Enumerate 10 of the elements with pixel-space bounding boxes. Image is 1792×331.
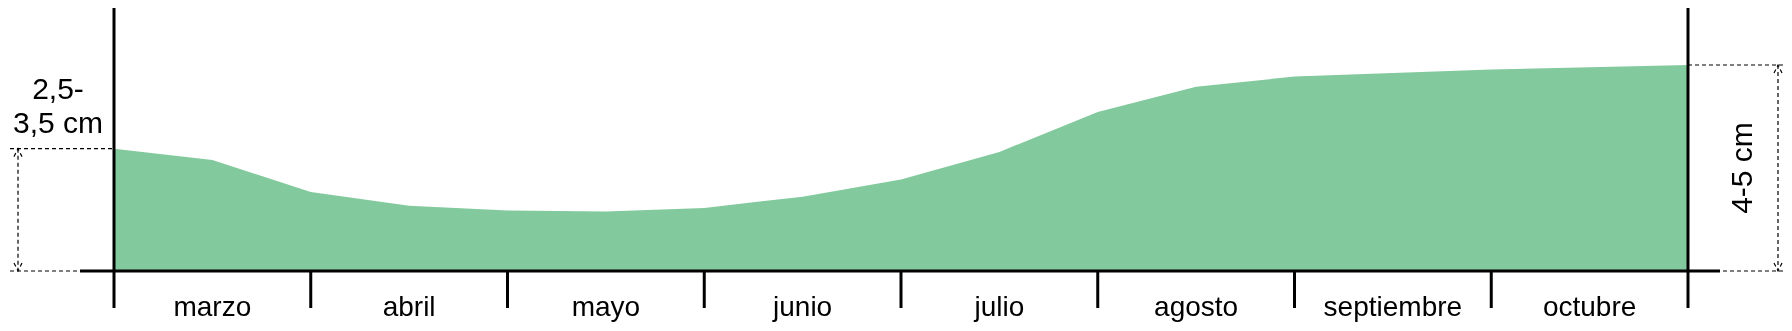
text: 4-5 cm [1724, 122, 1758, 214]
x-tick-label: septiembre [1323, 291, 1463, 322]
x-tick-label: julio [973, 291, 1025, 322]
x-tick-label: agosto [1154, 291, 1239, 322]
x-tick-label: marzo [173, 291, 252, 322]
annotation: 2,5-3,5 cm [12, 71, 104, 139]
x-tick-label: octubre [1542, 291, 1637, 322]
x-tick-label: mayo [571, 291, 641, 322]
x-tick-label: junio [772, 291, 833, 322]
x-tick-label: abril [382, 291, 436, 322]
